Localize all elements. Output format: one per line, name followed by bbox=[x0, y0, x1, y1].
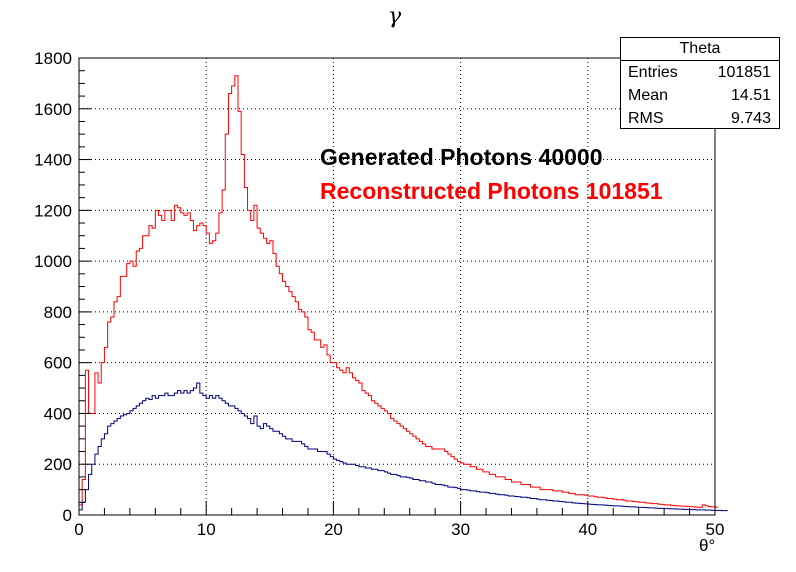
x-tick-label: 30 bbox=[451, 520, 470, 539]
x-axis-label: θ° bbox=[699, 536, 716, 555]
x-tick-label: 50 bbox=[706, 520, 725, 539]
chart-title: γ bbox=[388, 4, 402, 29]
x-tick-label: 20 bbox=[324, 520, 343, 539]
y-tick-label: 600 bbox=[44, 354, 72, 373]
y-tick-label: 1600 bbox=[34, 100, 72, 119]
series-reconstructed-histogram bbox=[78, 75, 719, 515]
annotation-reconstructed: Reconstructed Photons 101851 bbox=[320, 178, 663, 204]
stats-value-mean: 14.51 bbox=[730, 87, 771, 104]
stats-label-rms: RMS bbox=[628, 110, 664, 127]
stats-box-name: Theta bbox=[621, 38, 779, 61]
series-generated-histogram bbox=[78, 382, 728, 515]
axis-ticks bbox=[78, 57, 716, 516]
stats-row-mean: Mean 14.51 bbox=[621, 84, 779, 107]
y-tick-label: 0 bbox=[63, 506, 72, 525]
x-tick-label: 0 bbox=[74, 520, 83, 539]
grid bbox=[79, 58, 715, 515]
y-tick-label: 1400 bbox=[34, 151, 72, 170]
y-tick-label: 1800 bbox=[34, 49, 72, 68]
x-tick-label: 10 bbox=[197, 520, 216, 539]
stats-value-entries: 101851 bbox=[717, 64, 771, 81]
y-tick-label: 200 bbox=[44, 455, 72, 474]
annotation-generated: Generated Photons 40000 bbox=[320, 144, 603, 170]
stats-value-rms: 9.743 bbox=[730, 110, 771, 127]
stats-label-mean: Mean bbox=[628, 87, 669, 104]
stats-row-entries: Entries 101851 bbox=[621, 61, 779, 84]
y-tick-label: 1200 bbox=[34, 201, 72, 220]
series-layer bbox=[78, 75, 728, 515]
y-tick-label: 800 bbox=[44, 303, 72, 322]
y-tick-label: 1000 bbox=[34, 252, 72, 271]
stats-box: Theta Entries 101851 Mean 14.51 RMS 9.74… bbox=[620, 37, 780, 129]
axis-tick-labels: 0 200 400 600 800 1000 1200 1400 1600 1800 0 10 20 30… bbox=[34, 49, 724, 539]
stats-row-rms: RMS 9.743 bbox=[621, 107, 779, 130]
x-tick-label: 40 bbox=[578, 520, 597, 539]
stats-label-entries: Entries bbox=[628, 64, 678, 81]
y-tick-label: 400 bbox=[44, 404, 72, 423]
